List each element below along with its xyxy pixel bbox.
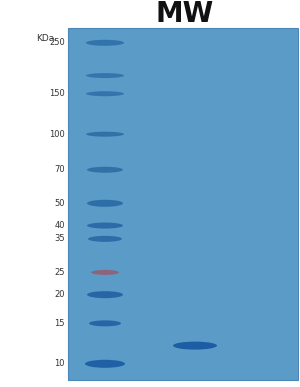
Ellipse shape [89,320,121,326]
Text: 50: 50 [55,199,65,208]
Ellipse shape [173,342,217,349]
Ellipse shape [91,270,119,275]
Text: 150: 150 [49,89,65,98]
Ellipse shape [88,236,122,242]
Ellipse shape [87,291,123,298]
Ellipse shape [86,91,124,96]
Ellipse shape [87,167,123,173]
Text: 10: 10 [55,359,65,368]
Text: 20: 20 [55,290,65,299]
Bar [68,28,298,380]
Text: 40: 40 [55,221,65,230]
Text: 15: 15 [55,319,65,328]
Text: 250: 250 [49,38,65,47]
Text: 100: 100 [49,130,65,139]
Ellipse shape [86,132,124,137]
Ellipse shape [87,223,123,229]
Ellipse shape [87,200,123,207]
Ellipse shape [86,40,124,46]
Ellipse shape [86,73,124,78]
Ellipse shape [85,360,125,368]
Text: 35: 35 [54,235,65,243]
Text: 70: 70 [54,165,65,174]
Text: KDa: KDa [36,34,54,43]
Text: MW: MW [155,0,213,28]
Text: 25: 25 [55,268,65,277]
